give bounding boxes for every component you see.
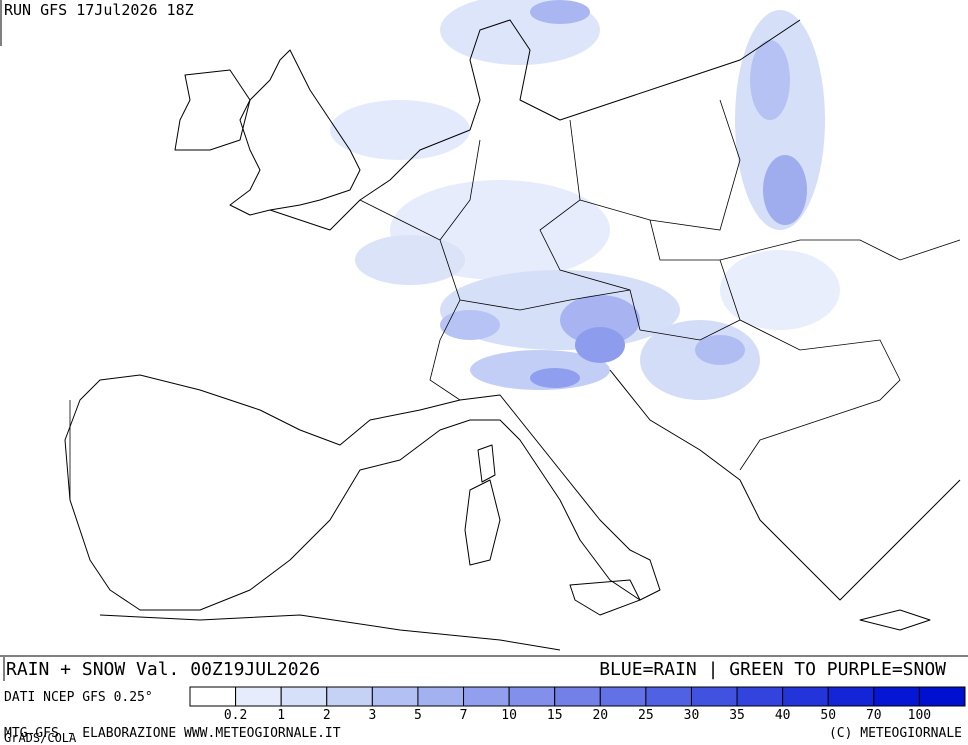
border xyxy=(639,319,901,471)
border xyxy=(439,139,481,241)
corsica xyxy=(477,444,496,483)
legend-swatch xyxy=(736,686,784,707)
precip-area xyxy=(640,320,760,400)
legend-swatch xyxy=(782,686,829,707)
legend-label: 7 xyxy=(460,708,468,723)
precip-area xyxy=(330,100,470,160)
north-africa xyxy=(99,614,561,651)
source: DATI NCEP GFS 0.25° xyxy=(4,690,153,705)
legend-label: 10 xyxy=(501,708,517,723)
legend-swatch xyxy=(235,686,282,707)
precip-area xyxy=(695,335,745,365)
border xyxy=(539,119,641,331)
legend-label: 40 xyxy=(775,708,791,723)
border xyxy=(649,219,961,261)
adriatic-balkan-coast xyxy=(609,369,961,601)
precip-area xyxy=(763,155,807,225)
legend-label: 30 xyxy=(684,708,700,723)
legend-label: 100 xyxy=(908,708,931,723)
legend-label: 2 xyxy=(323,708,331,723)
precip-area xyxy=(440,310,500,340)
iberia-france-italy xyxy=(64,374,661,611)
precip-area xyxy=(530,368,580,388)
legend-swatch xyxy=(645,686,692,707)
legend-swatch xyxy=(918,686,966,707)
legend-label: 20 xyxy=(592,708,608,723)
precip-area xyxy=(575,327,625,363)
border xyxy=(359,199,461,401)
precip-area xyxy=(355,235,465,285)
legend-label: 35 xyxy=(729,708,745,723)
precip-area xyxy=(750,40,790,120)
legend-label: 0.2 xyxy=(224,708,247,723)
border xyxy=(719,259,741,321)
legend-label: 50 xyxy=(820,708,836,723)
legend-label: 70 xyxy=(866,708,882,723)
legend-swatch xyxy=(690,686,738,707)
coastlines xyxy=(64,19,961,651)
legend-label: 15 xyxy=(547,708,563,723)
legend: 0.2 1 2 3 5 7 10 15 20 25 30 35 40 50 70 100 xyxy=(189,686,966,723)
sardinia xyxy=(464,479,501,566)
copyright: (C) METEOGIORNALE xyxy=(829,726,962,741)
crete xyxy=(859,609,931,631)
legend-label: 25 xyxy=(638,708,654,723)
legend-swatch xyxy=(371,686,419,707)
credit: MTG-GFS - ELABORAZIONE WWW.METEOGIORNALE… xyxy=(4,726,341,741)
color-key: BLUE=RAIN | GREEN TO PURPLE=SNOW xyxy=(599,659,946,680)
precip-area xyxy=(530,0,590,24)
ireland xyxy=(174,69,251,151)
precipitation xyxy=(330,0,840,400)
software: GrADS/COLA xyxy=(4,731,77,745)
legend-swatch xyxy=(873,686,920,707)
legend-swatch xyxy=(827,686,875,707)
precip-area xyxy=(720,250,840,330)
sicily xyxy=(569,579,641,616)
legend-swatch xyxy=(280,686,328,707)
border xyxy=(459,289,631,311)
legend-label: 3 xyxy=(368,708,376,723)
legend-swatch xyxy=(463,686,510,707)
legend-label: 5 xyxy=(414,708,422,723)
map-title: RAIN + SNOW Val. 00Z19JUL2026 xyxy=(6,659,320,680)
legend-label: 1 xyxy=(277,708,285,723)
legend-swatch xyxy=(189,686,237,707)
border xyxy=(579,99,741,231)
legend-swatch xyxy=(508,686,556,707)
legend-swatch xyxy=(599,686,647,707)
run-label: RUN GFS 17Jul2026 18Z xyxy=(4,1,194,19)
north-coast xyxy=(269,19,801,231)
legend-swatch xyxy=(554,686,601,707)
legend-swatch xyxy=(326,686,373,707)
borders xyxy=(69,99,961,500)
precip-area xyxy=(560,295,640,345)
legend-swatch xyxy=(417,686,465,707)
